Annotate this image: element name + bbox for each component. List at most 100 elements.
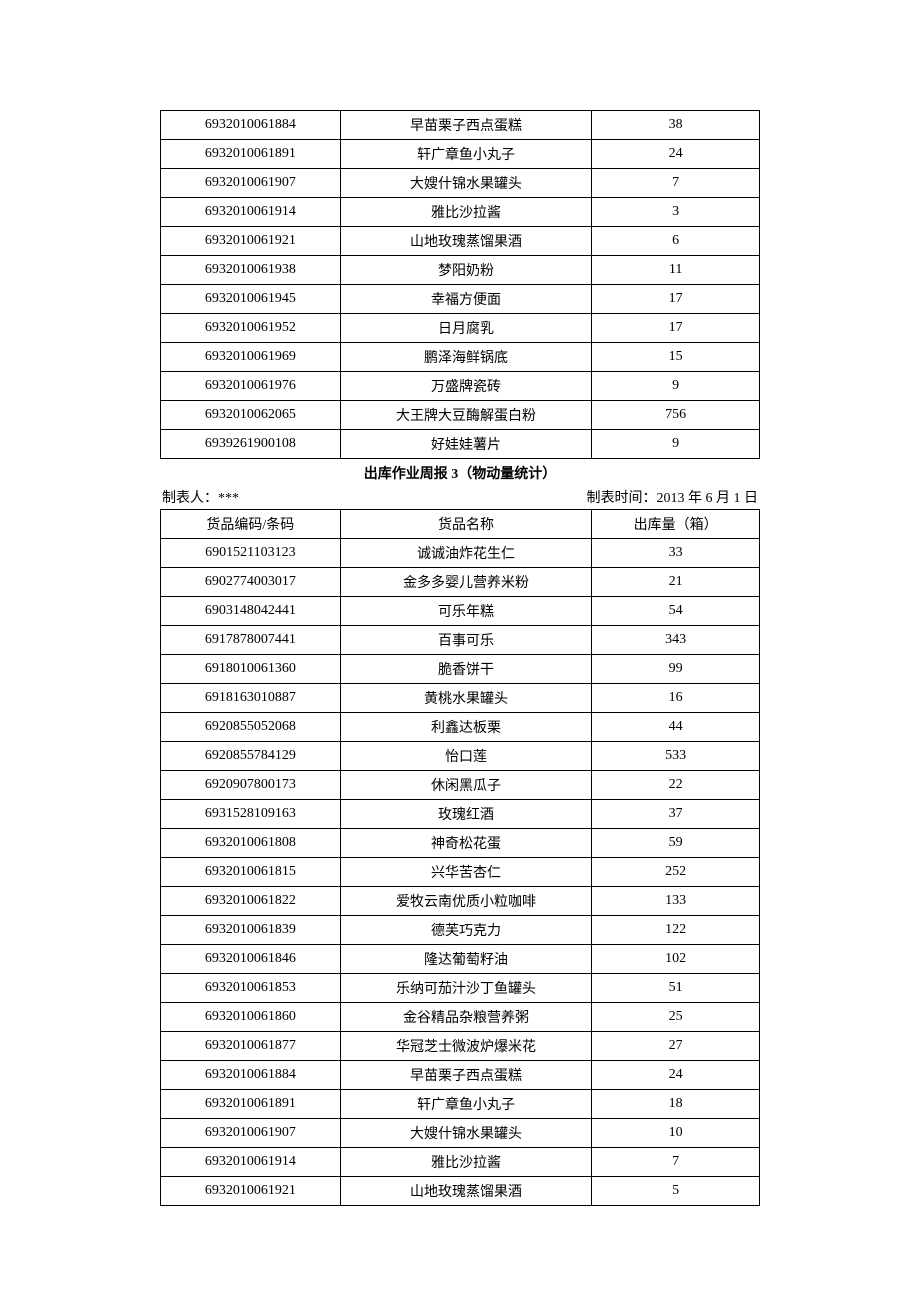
cell-name: 万盛牌瓷砖 (340, 372, 592, 401)
cell-code: 6920907800173 (161, 771, 341, 800)
table-row: 6932010061921山地玫瑰蒸馏果酒6 (161, 227, 760, 256)
cell-code: 6932010061969 (161, 343, 341, 372)
cell-code: 6932010061860 (161, 1003, 341, 1032)
table-row: 6932010061945幸福方便面17 (161, 285, 760, 314)
cell-qty: 15 (592, 343, 760, 372)
cell-qty: 756 (592, 401, 760, 430)
cell-code: 6932010061891 (161, 1090, 341, 1119)
cell-name: 山地玫瑰蒸馏果酒 (340, 1177, 592, 1206)
table-row: 6931528109163玫瑰红酒37 (161, 800, 760, 829)
cell-code: 6932010061914 (161, 198, 341, 227)
cell-name: 脆香饼干 (340, 655, 592, 684)
table-row: 6932010062065大王牌大豆酶解蛋白粉756 (161, 401, 760, 430)
cell-code: 6920855052068 (161, 713, 341, 742)
cell-name: 大嫂什锦水果罐头 (340, 169, 592, 198)
cell-qty: 16 (592, 684, 760, 713)
cell-name: 怡口莲 (340, 742, 592, 771)
cell-name: 早苗栗子西点蛋糕 (340, 111, 592, 140)
cell-qty: 17 (592, 285, 760, 314)
cell-name: 可乐年糕 (340, 597, 592, 626)
cell-code: 6932010061846 (161, 945, 341, 974)
meta-row: 制表人：*** 制表时间：2013 年 6 月 1 日 (160, 487, 760, 507)
cell-code: 6932010061952 (161, 314, 341, 343)
cell-qty: 33 (592, 539, 760, 568)
table-row: 6932010061822爱牧云南优质小粒咖啡133 (161, 887, 760, 916)
outbound-table-continuation: 6932010061884早苗栗子西点蛋糕386932010061891轩广章鱼… (160, 110, 760, 459)
cell-qty: 22 (592, 771, 760, 800)
cell-qty: 9 (592, 372, 760, 401)
cell-code: 6932010061914 (161, 1148, 341, 1177)
table-row: 6918010061360脆香饼干99 (161, 655, 760, 684)
cell-code: 6932010061907 (161, 169, 341, 198)
cell-qty: 25 (592, 1003, 760, 1032)
table-row: 6932010061846隆达葡萄籽油102 (161, 945, 760, 974)
cell-name: 雅比沙拉酱 (340, 198, 592, 227)
cell-qty: 122 (592, 916, 760, 945)
cell-qty: 38 (592, 111, 760, 140)
cell-code: 6932010061839 (161, 916, 341, 945)
table-row: 6902774003017金多多婴儿营养米粉21 (161, 568, 760, 597)
cell-qty: 24 (592, 1061, 760, 1090)
cell-code: 6932010062065 (161, 401, 341, 430)
header-name: 货品名称 (340, 510, 592, 539)
cell-name: 兴华苦杏仁 (340, 858, 592, 887)
cell-name: 大王牌大豆酶解蛋白粉 (340, 401, 592, 430)
table-row: 6932010061907大嫂什锦水果罐头10 (161, 1119, 760, 1148)
cell-qty: 6 (592, 227, 760, 256)
cell-qty: 17 (592, 314, 760, 343)
cell-code: 6932010061884 (161, 111, 341, 140)
cell-name: 诚诚油炸花生仁 (340, 539, 592, 568)
cell-name: 休闲黑瓜子 (340, 771, 592, 800)
table-row: 6932010061921山地玫瑰蒸馏果酒5 (161, 1177, 760, 1206)
table-row: 6932010061914雅比沙拉酱7 (161, 1148, 760, 1177)
cell-qty: 54 (592, 597, 760, 626)
cell-code: 6932010061822 (161, 887, 341, 916)
cell-qty: 5 (592, 1177, 760, 1206)
cell-code: 6932010061976 (161, 372, 341, 401)
cell-code: 6939261900108 (161, 430, 341, 459)
cell-name: 利鑫达板栗 (340, 713, 592, 742)
header-qty: 出库量（箱） (592, 510, 760, 539)
table-row: 6932010061884早苗栗子西点蛋糕38 (161, 111, 760, 140)
cell-code: 6932010061891 (161, 140, 341, 169)
cell-name: 轩广章鱼小丸子 (340, 1090, 592, 1119)
cell-name: 百事可乐 (340, 626, 592, 655)
cell-qty: 11 (592, 256, 760, 285)
cell-qty: 27 (592, 1032, 760, 1061)
cell-code: 6932010061877 (161, 1032, 341, 1061)
cell-name: 华冠芝士微波炉爆米花 (340, 1032, 592, 1061)
cell-name: 轩广章鱼小丸子 (340, 140, 592, 169)
table-row: 6932010061815兴华苦杏仁252 (161, 858, 760, 887)
table-row: 6920907800173休闲黑瓜子22 (161, 771, 760, 800)
table-row: 6932010061938梦阳奶粉11 (161, 256, 760, 285)
cell-qty: 7 (592, 1148, 760, 1177)
cell-qty: 133 (592, 887, 760, 916)
cell-qty: 252 (592, 858, 760, 887)
table-row: 6920855052068利鑫达板栗44 (161, 713, 760, 742)
cell-qty: 533 (592, 742, 760, 771)
header-code: 货品编码/条码 (161, 510, 341, 539)
cell-code: 6932010061853 (161, 974, 341, 1003)
cell-code: 6932010061884 (161, 1061, 341, 1090)
cell-name: 大嫂什锦水果罐头 (340, 1119, 592, 1148)
table-row: 6932010061914雅比沙拉酱3 (161, 198, 760, 227)
cell-name: 日月腐乳 (340, 314, 592, 343)
cell-name: 玫瑰红酒 (340, 800, 592, 829)
table-row: 6917878007441百事可乐343 (161, 626, 760, 655)
cell-name: 早苗栗子西点蛋糕 (340, 1061, 592, 1090)
cell-name: 金谷精品杂粮营养粥 (340, 1003, 592, 1032)
cell-name: 金多多婴儿营养米粉 (340, 568, 592, 597)
cell-code: 6932010061921 (161, 227, 341, 256)
cell-name: 山地玫瑰蒸馏果酒 (340, 227, 592, 256)
cell-qty: 44 (592, 713, 760, 742)
section-title: 出库作业周报 3（物动量统计） (160, 463, 760, 483)
cell-qty: 343 (592, 626, 760, 655)
table-row: 6932010061976万盛牌瓷砖9 (161, 372, 760, 401)
cell-qty: 37 (592, 800, 760, 829)
cell-code: 6932010061907 (161, 1119, 341, 1148)
cell-name: 乐纳可茄汁沙丁鱼罐头 (340, 974, 592, 1003)
cell-name: 幸福方便面 (340, 285, 592, 314)
cell-qty: 21 (592, 568, 760, 597)
cell-qty: 102 (592, 945, 760, 974)
cell-code: 6918010061360 (161, 655, 341, 684)
